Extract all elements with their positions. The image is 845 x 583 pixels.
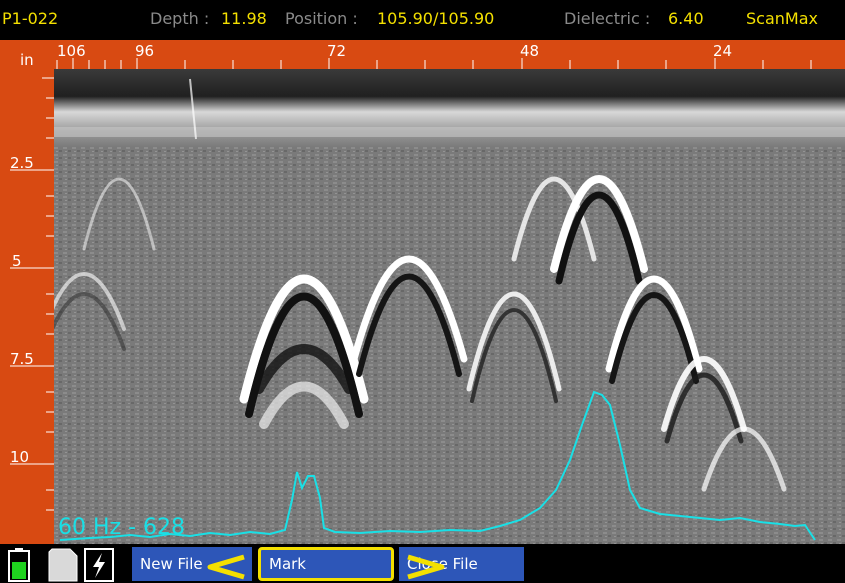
close-file-button[interactable]: Close File [399,547,524,581]
position-label: Position : [285,9,358,28]
depth-ruler: 2.5 5 7.5 10 [0,69,54,544]
position-value: 105.90/105.90 [377,9,495,28]
depth-value: 11.98 [221,9,267,28]
next-arrow-icon[interactable] [406,554,446,580]
ruler-label-24: 24 [713,42,733,60]
ruler-label-106: 106 [57,42,86,60]
new-file-label: New File [140,555,203,573]
radargram-image [54,69,845,544]
overlay-graphics: 60 Hz - 628 [10,58,816,541]
depth-label-7-5: 7.5 [10,350,34,368]
depth-label-5: 5 [12,252,22,270]
dielectric-label: Dielectric : [564,9,651,28]
signal-trace [59,390,816,541]
ruler-unit: in [20,51,34,69]
ruler-label-48: 48 [520,42,540,60]
depth-label-2-5: 2.5 [10,154,34,172]
mark-button[interactable]: Mark [258,547,394,581]
battery-icon [8,548,30,582]
prev-arrow-icon[interactable] [206,554,246,580]
depth-label-10: 10 [10,448,30,466]
file-id: P1-022 [2,9,59,28]
ruler-label-72: 72 [327,42,347,60]
horizontal-ruler: in 106 96 72 48 24 [0,40,845,69]
ruler-label-96: 96 [135,42,155,60]
power-icon [84,548,114,582]
status-bar: P1-022 Depth : 11.98 Position : 105.90/1… [0,0,845,40]
mark-label: Mark [269,555,306,573]
trace-readout: 60 Hz - 628 [58,515,185,540]
ruler-ticks [10,58,812,511]
dielectric-value: 6.40 [668,9,704,28]
sd-card-icon [48,548,78,582]
radargram[interactable] [54,69,845,544]
depth-label: Depth : [150,9,210,28]
bottom-toolbar: New File Mark Close File [0,544,845,583]
mode-label: ScanMax [746,9,818,28]
